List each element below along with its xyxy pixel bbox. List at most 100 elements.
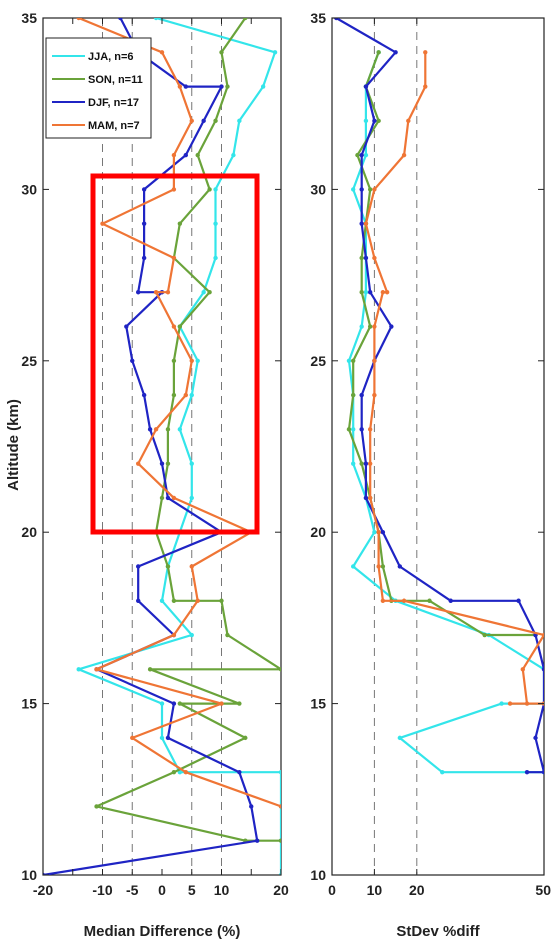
data-point-mam <box>367 495 373 501</box>
x-tick-label: 10 <box>214 882 230 898</box>
legend-box <box>45 37 152 139</box>
data-point-jja <box>159 598 165 603</box>
data-point-djf <box>141 255 147 261</box>
data-point-son <box>147 667 153 672</box>
data-point-mam <box>401 152 407 158</box>
left-series-lines <box>43 18 281 875</box>
data-point-son <box>177 701 183 706</box>
data-point-son <box>482 632 487 638</box>
data-point-jja <box>177 427 183 432</box>
data-point-djf <box>136 290 141 295</box>
series-line-djf <box>43 18 259 875</box>
data-point-jja <box>213 187 218 192</box>
data-point-son <box>207 290 212 295</box>
data-point-djf <box>130 358 135 363</box>
data-point-son <box>237 701 242 706</box>
data-point-djf <box>533 735 538 741</box>
data-point-son <box>159 495 165 501</box>
data-point-son <box>351 358 356 363</box>
right-x-axis-label: StDev %diff <box>396 923 480 940</box>
data-point-son <box>219 598 224 603</box>
data-point-son <box>225 84 230 89</box>
data-point-son <box>243 18 248 21</box>
data-point-djf <box>237 769 242 775</box>
right-plot-frame <box>331 17 545 876</box>
series-line-djf <box>335 18 544 774</box>
y-tick-label: 30 <box>21 181 37 197</box>
data-point-djf <box>541 667 544 672</box>
data-point-djf <box>397 564 403 569</box>
data-point-mam <box>189 358 194 363</box>
y-tick-label: 30 <box>310 181 326 197</box>
data-point-son <box>376 50 381 55</box>
data-point-djf <box>516 598 521 603</box>
data-point-son <box>346 427 352 432</box>
data-point-jja <box>499 701 504 706</box>
data-point-djf <box>389 324 394 329</box>
data-point-mam <box>278 804 281 809</box>
data-point-djf <box>165 495 171 501</box>
y-tick-label: 15 <box>310 696 326 712</box>
data-point-mam <box>183 769 188 775</box>
data-point-mam <box>195 598 200 603</box>
data-point-jja <box>351 427 356 432</box>
data-point-djf <box>359 152 364 158</box>
data-point-jja <box>397 735 403 741</box>
data-point-djf <box>541 769 544 775</box>
y-tick-label: 20 <box>310 524 326 540</box>
data-point-mam <box>130 735 135 741</box>
y-tick-label: 25 <box>310 353 326 369</box>
data-point-mam <box>153 290 159 295</box>
data-point-son <box>165 564 171 569</box>
data-point-djf <box>171 701 177 706</box>
data-point-mam <box>100 221 105 226</box>
data-point-son <box>171 598 177 603</box>
data-point-jja <box>260 84 266 89</box>
left-axis-ticks: -20 -10 -5 0 5 10 20 10 15 20 25 30 35 <box>21 10 289 898</box>
data-point-mam <box>94 667 99 672</box>
data-point-mam <box>171 152 177 158</box>
data-point-djf <box>367 290 373 295</box>
data-point-djf <box>372 118 377 124</box>
data-point-mam <box>380 290 386 295</box>
data-point-mam <box>367 427 373 432</box>
legend-entry: SON, n=11 <box>52 74 143 86</box>
left-x-axis-label: Median Difference (%) <box>84 923 241 940</box>
x-tick-label: 0 <box>328 882 336 898</box>
data-point-mam <box>380 598 386 603</box>
y-tick-label: 35 <box>21 10 37 26</box>
legend-label-mam: MAM, n=7 <box>88 120 140 132</box>
data-point-mam <box>171 187 177 192</box>
data-point-mam <box>384 290 390 295</box>
data-point-mam <box>372 324 377 329</box>
series-line-mam <box>364 52 544 705</box>
data-point-djf <box>363 255 369 261</box>
legend-entry: JJA, n=6 <box>52 51 134 63</box>
data-point-jja <box>189 461 194 466</box>
data-point-son <box>359 255 364 261</box>
data-point-djf <box>448 598 453 603</box>
data-point-son <box>94 804 99 809</box>
data-point-mam <box>524 701 530 706</box>
data-point-mam <box>423 84 428 89</box>
data-point-djf <box>359 392 364 398</box>
data-point-jja <box>278 872 281 875</box>
legend-entry: DJF, n=17 <box>52 97 139 109</box>
data-point-son <box>427 598 432 603</box>
data-point-djf <box>136 598 141 603</box>
data-point-jja <box>189 632 194 638</box>
highlight-box <box>90 173 260 535</box>
data-point-djf <box>255 838 260 843</box>
data-point-son <box>367 324 373 329</box>
data-point-son <box>207 187 212 192</box>
data-point-djf <box>183 84 188 89</box>
x-tick-label: 5 <box>188 882 196 898</box>
left-reference-lines <box>102 18 222 875</box>
y-tick-label: 25 <box>21 353 37 369</box>
data-point-son <box>278 667 281 672</box>
data-point-djf <box>124 324 129 329</box>
data-point-son <box>278 838 281 843</box>
data-point-son <box>171 358 177 363</box>
data-point-djf <box>363 461 369 466</box>
data-point-djf <box>147 427 153 432</box>
